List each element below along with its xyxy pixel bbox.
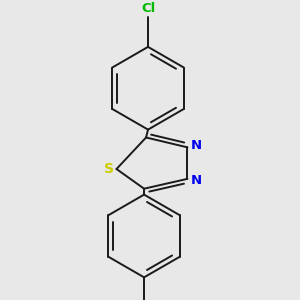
Text: Cl: Cl (141, 2, 155, 15)
Text: N: N (190, 139, 202, 152)
Text: S: S (103, 162, 114, 176)
Text: N: N (190, 174, 202, 187)
